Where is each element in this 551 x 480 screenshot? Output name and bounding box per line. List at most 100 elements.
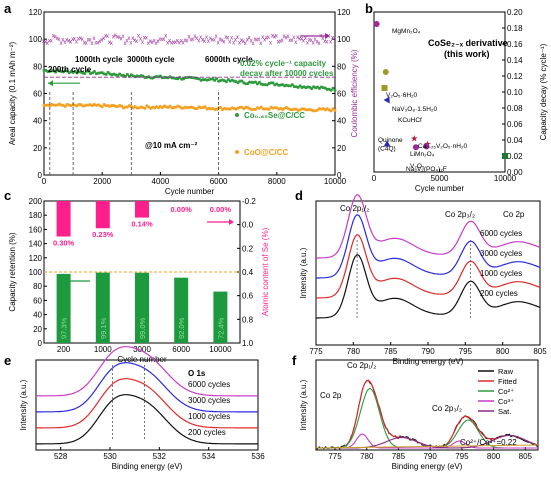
- retention-bar: [95, 272, 110, 343]
- ce-point: x: [79, 36, 82, 42]
- ce-point: x: [259, 41, 262, 47]
- x-axis-label: Binding energy (eV): [393, 357, 464, 366]
- point-label: V₂O₅·6H₂0: [386, 92, 418, 99]
- ce-point: x: [288, 38, 291, 44]
- ce-point: x: [308, 38, 311, 44]
- ce-point: x: [302, 38, 305, 44]
- x-axis-label: Binding energy (eV): [392, 462, 463, 471]
- ce-point: x: [100, 38, 103, 44]
- ce-point: x: [160, 37, 163, 43]
- ce-point: x: [170, 41, 173, 47]
- annotation: Co 2p₃/₂: [432, 404, 462, 413]
- ce-point: x: [176, 39, 179, 45]
- ce-point: x: [98, 39, 101, 45]
- y2-tick-label: 60: [337, 90, 346, 99]
- ce-point: x: [195, 36, 198, 42]
- annotation-1000th: 1000th cycle: [75, 55, 123, 64]
- ce-point: x: [122, 34, 125, 40]
- x-tick-label: 785: [384, 347, 398, 356]
- ce-point: x: [317, 41, 320, 47]
- x-tick-label: 0: [372, 174, 377, 183]
- ce-point: x: [306, 40, 309, 46]
- ce-point: x: [127, 36, 130, 42]
- ce-point: x: [279, 39, 282, 45]
- x-tick-label: 532: [153, 452, 167, 461]
- ce-point: x: [108, 40, 111, 46]
- ce-point: x: [193, 34, 196, 40]
- ce-point: x: [191, 37, 194, 43]
- x-tick-label: 536: [251, 452, 265, 461]
- ce-point: x: [85, 41, 88, 47]
- se-bar: [135, 201, 149, 218]
- ce-point: x: [232, 40, 235, 46]
- y2-tick-label: 0.12: [507, 72, 523, 81]
- y-axis-label: Capacity retention (%): [8, 232, 17, 311]
- x-tick-label: 780: [347, 347, 361, 356]
- ce-point: x: [220, 38, 223, 44]
- series-label: 200 cycles: [188, 428, 226, 437]
- ce-point: x: [139, 36, 142, 42]
- ce-point: x: [87, 37, 90, 43]
- ce-point: x: [118, 35, 121, 41]
- coose-point: [290, 83, 294, 87]
- ce-point: x: [96, 41, 99, 47]
- panel-letter-c: c: [4, 188, 11, 203]
- y2-tick-label: 0.2: [242, 244, 254, 253]
- ce-point: x: [316, 39, 319, 45]
- ce-point: x: [151, 40, 154, 46]
- x-tick-label: 10000: [494, 174, 517, 183]
- baseline: [315, 444, 539, 449]
- ce-point: x: [294, 40, 297, 46]
- ce-point: x: [147, 41, 150, 47]
- ce-point: x: [91, 41, 94, 47]
- coose-point: [92, 70, 96, 74]
- coose-point: [333, 89, 337, 93]
- decay-point: [373, 21, 380, 27]
- coose-point: [257, 80, 261, 84]
- panel-letter-b: b: [365, 1, 373, 16]
- xps-curve: [36, 394, 258, 445]
- ce-point: x: [172, 40, 175, 46]
- coose-point: [54, 70, 58, 74]
- ce-point: x: [201, 37, 204, 43]
- panel-letter-f: f: [292, 353, 297, 368]
- ce-point: x: [92, 36, 95, 42]
- x-tick-label: 6000: [172, 345, 190, 354]
- annotation: Co 2p₁/₂: [347, 361, 376, 370]
- y-tick-label: 120: [29, 254, 43, 263]
- coose-point: [104, 72, 108, 76]
- ce-point: x: [48, 38, 51, 44]
- legend-item: Co₀.₈₅Se@C/CC: [244, 111, 305, 120]
- x-tick-label: 2000: [93, 177, 111, 186]
- legend-item: Sat.: [498, 407, 511, 416]
- ce-point: x: [102, 36, 105, 42]
- ce-point: x: [123, 41, 126, 47]
- ce-point: x: [168, 38, 171, 44]
- ce-point: x: [199, 35, 202, 41]
- coose-point: [240, 79, 244, 83]
- ce-point: x: [217, 40, 220, 46]
- ce-point: x: [203, 39, 206, 45]
- co3-curve: [316, 433, 538, 449]
- legend-item: Fitted: [498, 377, 517, 386]
- decay-point: [383, 96, 390, 104]
- y-tick-label: 100: [29, 35, 43, 44]
- x-axis-label: Binding energy (eV): [112, 462, 183, 471]
- ce-point: x: [110, 41, 113, 47]
- x-tick-label: 800: [487, 452, 501, 461]
- x-tick-label: 805: [519, 452, 533, 461]
- coo-point: [203, 105, 207, 109]
- se-label: 0.30%: [53, 239, 75, 248]
- ce-point: x: [89, 38, 92, 44]
- legend-marker: [235, 150, 239, 154]
- ce-point: x: [178, 40, 181, 46]
- ce-point: x: [269, 41, 272, 47]
- ce-point: x: [69, 39, 72, 45]
- y2-tick-label: 0.04: [507, 136, 523, 145]
- panel-e-frame: [35, 359, 259, 451]
- series-label: 1000 cycles: [480, 269, 522, 278]
- arrowhead: [229, 219, 234, 225]
- ce-point: x: [63, 40, 66, 46]
- x-tick-label: 780: [360, 452, 374, 461]
- y2-axis-label: Coulombic efficiency (%): [350, 49, 359, 137]
